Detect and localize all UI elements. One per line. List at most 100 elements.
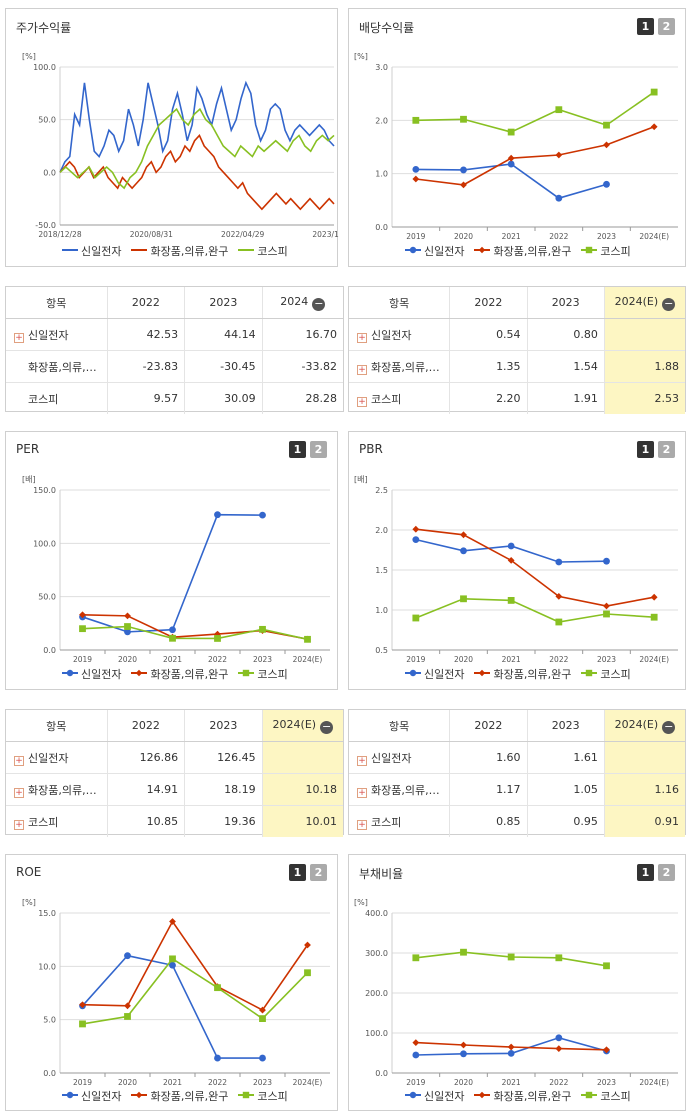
legend-item[interactable]: 신일전자 [62,666,121,682]
data-point[interactable] [460,531,467,539]
data-point[interactable] [214,984,221,992]
collapse-icon[interactable]: − [662,719,676,734]
data-point[interactable] [169,918,176,925]
data-point[interactable] [603,962,610,970]
expand-icon[interactable]: + [357,755,367,766]
data-point[interactable] [460,547,467,555]
data-point[interactable] [507,154,515,162]
expand-icon[interactable]: + [357,396,367,407]
period-button-2[interactable]: 2 [310,864,327,881]
legend-item[interactable]: 코스피 [581,1088,631,1104]
data-point[interactable] [259,1006,266,1014]
legend-item[interactable]: 신일전자 [405,666,464,682]
data-point[interactable] [169,961,176,969]
period-button-1[interactable]: 1 [637,18,654,35]
data-point[interactable] [555,954,563,962]
data-point[interactable] [507,557,515,564]
period-button-1[interactable]: 1 [289,441,306,458]
data-point[interactable] [507,160,515,168]
data-point[interactable] [412,525,420,533]
data-point[interactable] [412,175,420,183]
data-point[interactable] [507,128,515,136]
period-button-2[interactable]: 2 [658,18,675,35]
period-button-2[interactable]: 2 [658,864,675,881]
data-point[interactable] [412,1039,420,1046]
data-point[interactable] [603,141,610,149]
data-point[interactable] [124,1013,131,1020]
expand-icon[interactable]: + [14,755,24,766]
data-point[interactable] [603,602,610,610]
data-point[interactable] [304,969,311,977]
data-point[interactable] [555,151,563,159]
data-point[interactable] [507,597,515,604]
data-point[interactable] [124,952,131,960]
legend-item[interactable]: 코스피 [238,243,288,259]
data-point[interactable] [460,115,467,123]
data-point[interactable] [603,610,610,618]
data-point[interactable] [555,106,563,114]
data-point[interactable] [124,1002,131,1010]
data-point[interactable] [650,613,658,621]
legend-item[interactable]: 코스피 [238,1088,288,1104]
period-button-1[interactable]: 1 [637,864,654,881]
legend-item[interactable]: 신일전자 [405,1088,464,1104]
legend-item[interactable]: 코스피 [581,243,631,259]
legend-item[interactable]: 신일전자 [405,243,464,259]
legend-item[interactable]: 신일전자 [62,243,121,259]
data-point[interactable] [79,625,86,633]
legend-item[interactable]: 화장품,의류,완구 [131,243,228,259]
expand-icon[interactable]: + [357,787,367,798]
period-button-2[interactable]: 2 [658,441,675,458]
data-point[interactable] [79,1001,86,1009]
legend-item[interactable]: 코스피 [238,666,288,682]
data-point[interactable] [412,1051,420,1059]
data-point[interactable] [555,1045,563,1052]
data-point[interactable] [507,1043,515,1051]
data-point[interactable] [460,166,467,174]
data-point[interactable] [460,948,467,956]
collapse-icon[interactable]: − [320,719,334,734]
data-point[interactable] [259,1054,266,1062]
data-point[interactable] [460,595,467,603]
data-point[interactable] [507,1050,515,1057]
data-point[interactable] [555,1034,563,1042]
data-point[interactable] [460,181,467,189]
collapse-icon[interactable]: − [662,296,676,311]
data-point[interactable] [650,88,658,96]
expand-icon[interactable]: + [14,332,24,343]
data-point[interactable] [507,953,515,961]
data-point[interactable] [460,1041,467,1049]
data-point[interactable] [603,557,610,565]
legend-item[interactable]: 화장품,의류,완구 [474,666,571,682]
data-point[interactable] [214,511,221,519]
legend-item[interactable]: 화장품,의류,완구 [474,1088,571,1104]
data-point[interactable] [555,558,563,566]
data-point[interactable] [650,593,658,601]
data-point[interactable] [124,623,131,630]
period-button-2[interactable]: 2 [310,441,327,458]
data-point[interactable] [79,1020,86,1028]
data-point[interactable] [603,121,610,129]
data-point[interactable] [555,194,563,202]
data-point[interactable] [412,614,420,622]
data-point[interactable] [507,542,515,550]
legend-item[interactable]: 화장품,의류,완구 [131,666,228,682]
legend-item[interactable]: 코스피 [581,666,631,682]
expand-icon[interactable]: + [357,364,367,375]
data-point[interactable] [555,593,563,600]
data-point[interactable] [304,941,311,949]
collapse-icon[interactable]: − [312,296,326,311]
data-point[interactable] [169,626,176,634]
legend-item[interactable]: 신일전자 [62,1088,121,1104]
data-point[interactable] [259,625,266,633]
legend-item[interactable]: 화장품,의류,완구 [474,243,571,259]
data-point[interactable] [412,166,420,173]
data-point[interactable] [650,123,658,131]
data-point[interactable] [555,618,563,626]
period-button-1[interactable]: 1 [637,441,654,458]
data-point[interactable] [412,116,420,124]
legend-item[interactable]: 화장품,의류,완구 [131,1088,228,1104]
data-point[interactable] [603,180,610,188]
data-point[interactable] [259,511,266,519]
data-point[interactable] [214,1054,221,1062]
